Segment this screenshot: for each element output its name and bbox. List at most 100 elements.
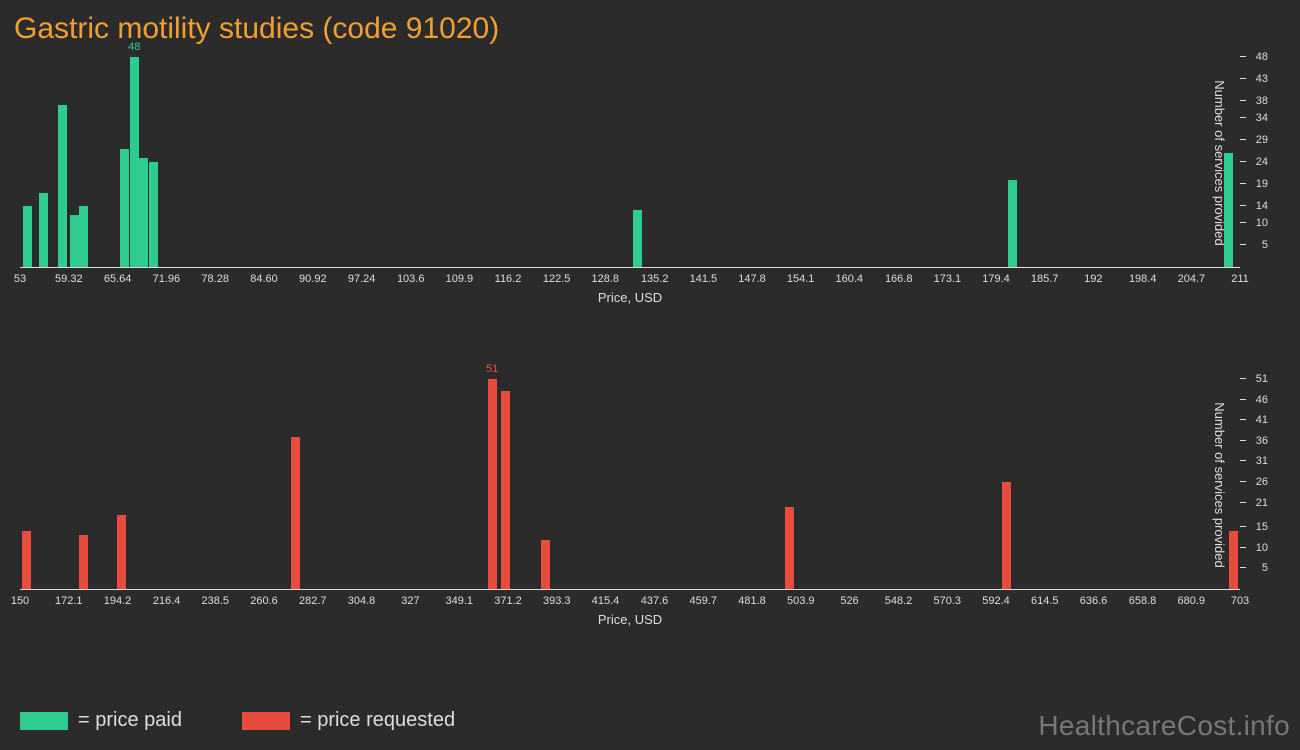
plot-area-requested: Price, USD Number of services provided 5… <box>20 380 1240 590</box>
bar-requested <box>1002 482 1011 589</box>
x-tick-label: 415.4 <box>592 595 620 607</box>
bar-paid <box>70 215 79 268</box>
x-tick-label: 194.2 <box>104 595 132 607</box>
y-tick-mark <box>1240 244 1246 245</box>
x-tick-label: 109.9 <box>446 273 474 285</box>
y-axis-label: Number of services provided <box>1212 402 1227 567</box>
bar-requested <box>501 391 510 589</box>
y-tick-label: 19 <box>1256 178 1268 190</box>
x-tick-label: 71.96 <box>153 273 181 285</box>
y-tick-label: 48 <box>1256 51 1268 63</box>
chart-price-requested: Price, USD Number of services provided 5… <box>20 380 1240 590</box>
page-title: Gastric motility studies (code 91020) <box>0 0 1300 46</box>
y-tick-label: 5 <box>1262 562 1268 574</box>
x-tick-label: 135.2 <box>641 273 669 285</box>
bar-requested <box>117 515 126 589</box>
x-tick-label: 204.7 <box>1178 273 1206 285</box>
x-tick-label: 128.8 <box>592 273 620 285</box>
x-tick-label: 166.8 <box>885 273 913 285</box>
x-tick-label: 90.92 <box>299 273 327 285</box>
x-axis-label: Price, USD <box>598 290 662 305</box>
y-tick-label: 10 <box>1256 542 1268 554</box>
x-tick-label: 393.3 <box>543 595 571 607</box>
legend: = price paid = price requested <box>20 709 455 732</box>
x-tick-label: 78.28 <box>201 273 229 285</box>
x-tick-label: 53 <box>14 273 26 285</box>
x-tick-label: 238.5 <box>201 595 229 607</box>
x-tick-label: 680.9 <box>1177 595 1205 607</box>
y-tick-mark <box>1240 526 1246 527</box>
y-tick-label: 46 <box>1256 394 1268 406</box>
y-tick-mark <box>1240 222 1246 223</box>
y-tick-mark <box>1240 78 1246 79</box>
x-tick-label: 147.8 <box>738 273 766 285</box>
y-tick-label: 10 <box>1256 217 1268 229</box>
watermark: HealthcareCost.info <box>1038 710 1290 742</box>
x-tick-label: 172.1 <box>55 595 83 607</box>
bar-paid <box>120 149 129 267</box>
legend-swatch-requested <box>242 712 290 730</box>
y-tick-mark <box>1240 567 1246 568</box>
bar-paid <box>149 162 158 267</box>
x-tick-label: 141.5 <box>690 273 718 285</box>
x-tick-label: 327 <box>401 595 419 607</box>
y-tick-label: 29 <box>1256 134 1268 146</box>
y-tick-mark <box>1240 183 1246 184</box>
bar-requested <box>291 437 300 589</box>
x-tick-label: 65.64 <box>104 273 132 285</box>
y-tick-mark <box>1240 139 1246 140</box>
y-tick-label: 41 <box>1256 414 1268 426</box>
y-tick-mark <box>1240 56 1246 57</box>
y-tick-label: 38 <box>1256 95 1268 107</box>
legend-swatch-paid <box>20 712 68 730</box>
x-tick-label: 526 <box>840 595 858 607</box>
bar-paid <box>58 105 67 267</box>
x-tick-label: 349.1 <box>445 595 473 607</box>
x-tick-label: 636.6 <box>1080 595 1108 607</box>
y-tick-label: 34 <box>1256 112 1268 124</box>
bar-requested <box>488 379 497 589</box>
x-tick-label: 179.4 <box>982 273 1010 285</box>
x-tick-label: 216.4 <box>153 595 181 607</box>
bar-paid <box>23 206 32 267</box>
y-tick-label: 14 <box>1256 200 1268 212</box>
y-tick-label: 36 <box>1256 435 1268 447</box>
bar-requested <box>79 535 88 589</box>
y-tick-label: 5 <box>1262 239 1268 251</box>
legend-item-requested: = price requested <box>242 709 455 732</box>
x-tick-label: 160.4 <box>836 273 864 285</box>
y-tick-mark <box>1240 378 1246 379</box>
y-tick-mark <box>1240 440 1246 441</box>
x-tick-label: 116.2 <box>495 273 522 285</box>
x-tick-label: 481.8 <box>738 595 766 607</box>
plot-area-paid: Price, USD Number of services provided 4… <box>20 58 1240 268</box>
y-tick-label: 24 <box>1256 156 1268 168</box>
y-tick-mark <box>1240 419 1246 420</box>
bar-paid <box>1008 180 1017 268</box>
x-tick-label: 84.60 <box>250 273 278 285</box>
x-tick-label: 282.7 <box>299 595 327 607</box>
y-tick-mark <box>1240 117 1246 118</box>
y-tick-mark <box>1240 205 1246 206</box>
bar-paid <box>39 193 48 267</box>
bar-paid <box>130 57 139 267</box>
y-tick-label: 51 <box>1256 373 1268 385</box>
bar-requested <box>785 507 794 589</box>
x-tick-label: 570.3 <box>933 595 961 607</box>
bar-requested <box>541 540 550 589</box>
x-tick-label: 211 <box>1231 273 1249 285</box>
x-tick-label: 459.7 <box>689 595 717 607</box>
bar-value-label: 48 <box>128 41 140 53</box>
bar-paid <box>1224 153 1233 267</box>
legend-label: = price paid <box>78 709 182 732</box>
legend-label: = price requested <box>300 709 455 732</box>
x-tick-label: 59.32 <box>55 273 83 285</box>
y-tick-label: 31 <box>1256 455 1268 467</box>
bar-paid <box>139 158 148 267</box>
x-tick-label: 103.6 <box>397 273 425 285</box>
x-tick-label: 150 <box>11 595 29 607</box>
x-tick-label: 185.7 <box>1031 273 1059 285</box>
y-tick-label: 26 <box>1256 476 1268 488</box>
x-tick-label: 154.1 <box>787 273 815 285</box>
y-tick-label: 43 <box>1256 73 1268 85</box>
